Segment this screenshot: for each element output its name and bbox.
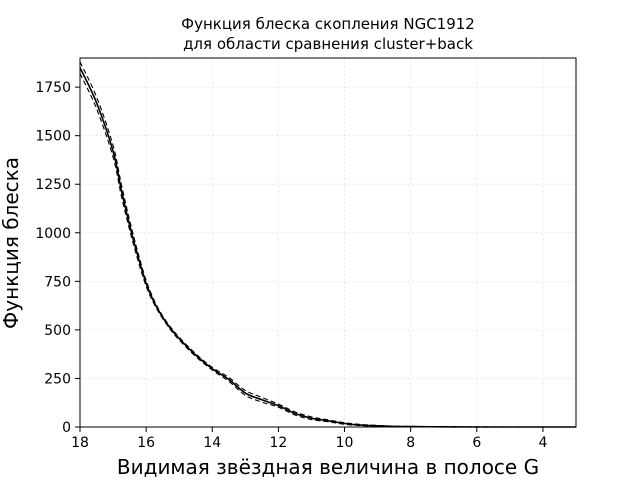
x-tick-label: 16 xyxy=(137,435,155,451)
plot-frame xyxy=(79,57,577,428)
x-tick-label: 18 xyxy=(71,435,89,451)
x-axis-label: Видимая звёздная величина в полосе G xyxy=(117,455,539,479)
y-tick-label: 1000 xyxy=(35,226,71,242)
y-tick-label: 1250 xyxy=(35,177,71,193)
x-tick-label: 6 xyxy=(472,435,481,451)
x-tick-label: 4 xyxy=(538,435,547,451)
chart-title-line-1: Функция блеска скопления NGC1912 xyxy=(181,15,475,33)
chart-title-line-2: для области сравнения cluster+back xyxy=(183,35,473,53)
y-tick-label: 500 xyxy=(44,323,71,339)
x-tick-label: 14 xyxy=(203,435,221,451)
y-tick-label: 750 xyxy=(44,274,71,290)
y-tick-label: 1500 xyxy=(35,129,71,145)
y-tick-label: 1750 xyxy=(35,80,71,96)
x-tick-label: 10 xyxy=(336,435,354,451)
y-tick-label: 0 xyxy=(62,420,71,436)
y-axis-ticks: 0 250 500 750 1000 1250 1500 1750 xyxy=(35,80,80,436)
y-axis-label: Функция блеска xyxy=(0,157,23,329)
x-axis-ticks: 18 16 14 12 10 8 6 4 xyxy=(71,427,547,451)
y-tick-label: 250 xyxy=(44,371,71,387)
x-tick-label: 12 xyxy=(269,435,287,451)
x-tick-label: 8 xyxy=(406,435,415,451)
